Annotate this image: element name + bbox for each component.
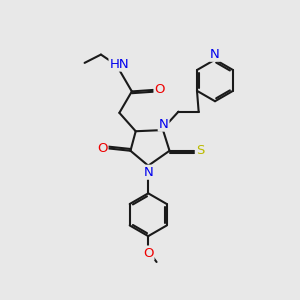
Text: S: S [196,144,205,157]
Text: N: N [159,118,169,130]
Text: O: O [97,142,107,155]
Text: O: O [154,83,165,96]
Text: HN: HN [110,58,129,70]
Text: O: O [143,247,154,260]
Text: N: N [210,48,220,61]
Text: N: N [143,166,153,179]
